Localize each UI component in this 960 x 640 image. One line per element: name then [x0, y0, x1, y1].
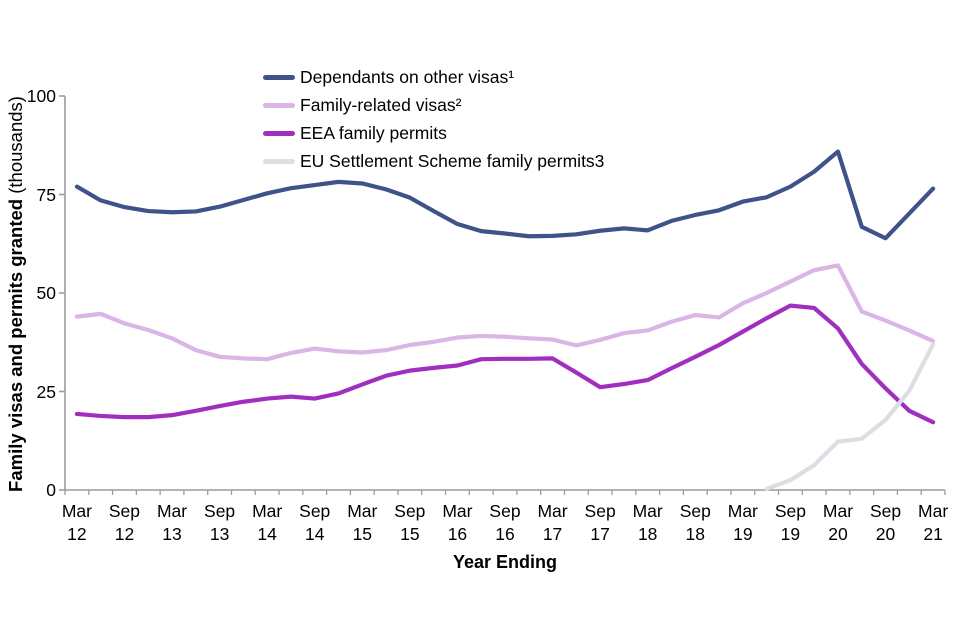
x-tick-label: Sep 14	[299, 501, 331, 544]
x-tick-label: Mar 20	[822, 501, 854, 544]
legend: Dependants on other visas¹ Family-related…	[263, 63, 604, 175]
y-tick-label: 25	[36, 381, 56, 402]
y-tick-label: 50	[36, 283, 56, 303]
x-tick-label: Mar 14	[252, 501, 283, 544]
legend-label: EU Settlement Scheme family permits3	[300, 150, 605, 171]
legend-swatch	[263, 130, 295, 136]
legend-swatch	[263, 74, 295, 80]
series-line-3	[764, 342, 936, 491]
x-tick-label: Sep 12	[108, 501, 141, 544]
x-tick-label: Mar 21	[918, 501, 949, 544]
x-tick-label: Sep 15	[394, 501, 426, 544]
x-tick-label: Sep 18	[679, 501, 711, 544]
x-tick-label: Mar 19	[727, 501, 758, 544]
x-tick-label: Sep 17	[584, 501, 616, 544]
legend-swatch	[263, 102, 295, 108]
x-tick-label: Mar 15	[347, 501, 378, 544]
series-line-0	[74, 149, 936, 241]
x-tick-label: Sep 16	[489, 501, 521, 544]
legend-label: EEA family permits	[300, 122, 447, 143]
legend-item: Dependants on other visas¹	[263, 63, 604, 91]
series-line-2	[74, 303, 936, 425]
legend-swatch	[263, 158, 295, 164]
y-tick-label: 75	[36, 184, 56, 205]
x-tick-label: Mar 17	[537, 501, 568, 544]
y-axis-title-unit: (thousands)	[5, 96, 26, 199]
legend-item: EEA family permits	[263, 119, 604, 147]
x-tick-label: Sep 19	[774, 501, 806, 544]
legend-label: Family-related visas²	[300, 94, 462, 115]
x-tick-label: Mar 18	[632, 501, 663, 544]
x-tick-label: Sep 13	[204, 501, 236, 544]
y-tick-label: 0	[46, 480, 56, 500]
series-line-1	[74, 263, 936, 362]
legend-item: Family-related visas²	[263, 91, 604, 119]
x-axis-title: Year Ending	[452, 552, 558, 572]
y-tick-label: 100	[26, 86, 56, 106]
x-tick-label: Sep 20	[869, 501, 902, 544]
x-tick-label: Mar 13	[156, 501, 188, 544]
x-tick-label: Mar 16	[442, 501, 473, 544]
y-axis-title-main: Family visas and permits granted	[5, 198, 26, 492]
legend-item: EU Settlement Scheme family permits3	[263, 147, 604, 175]
x-tick-label: Mar 12	[61, 501, 92, 544]
legend-label: Dependants on other visas¹	[300, 66, 515, 87]
